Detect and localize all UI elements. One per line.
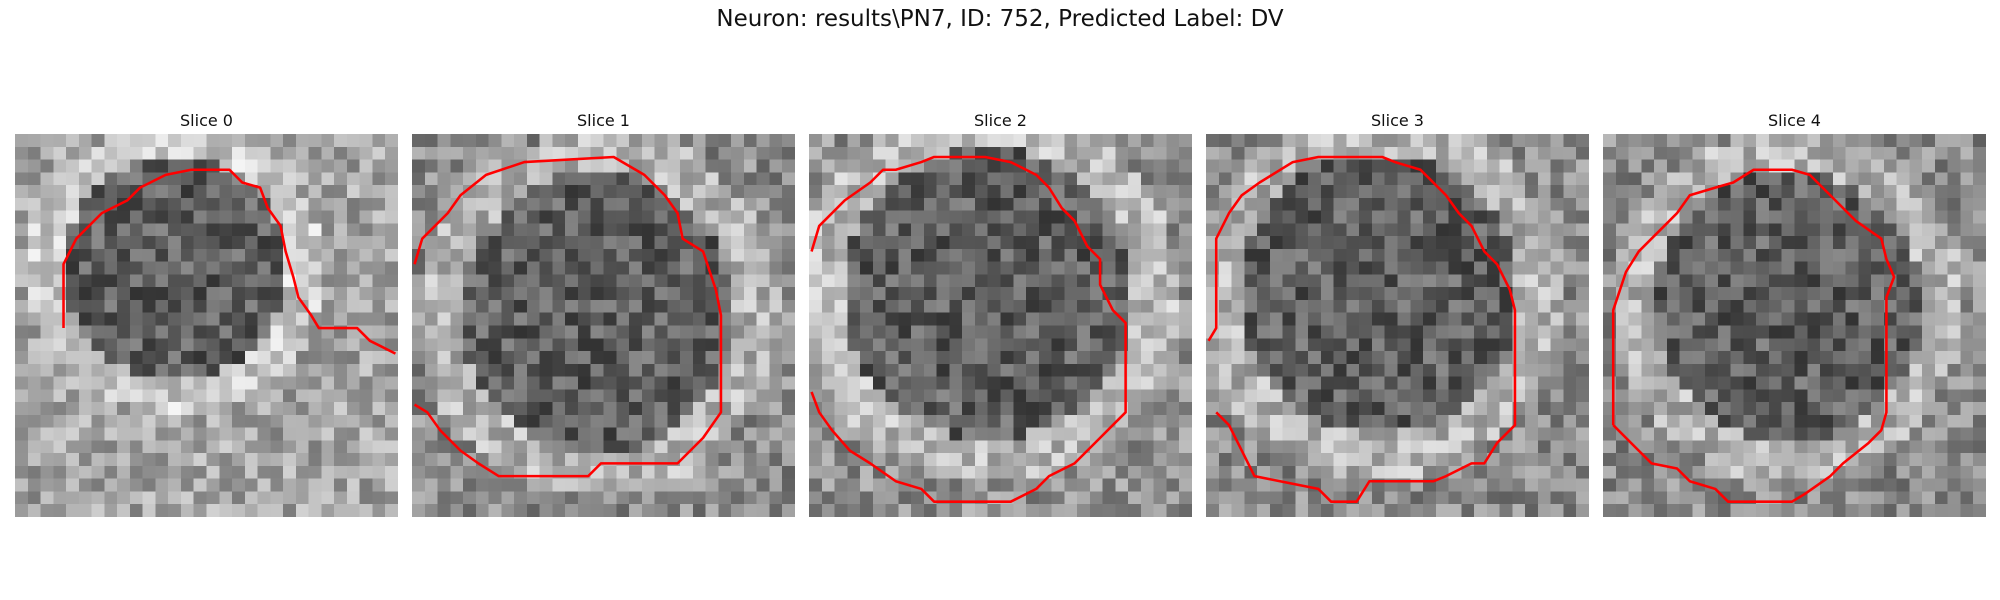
slice-image — [809, 134, 1192, 517]
slice-title: Slice 1 — [577, 111, 630, 130]
pixel-grid — [15, 134, 398, 517]
slice-panel-0: Slice 0 — [15, 108, 398, 517]
pixel-grid — [1603, 134, 1986, 517]
slice-title: Slice 3 — [1371, 111, 1424, 130]
segmentation-contour — [1611, 168, 1896, 503]
segmentation-contour — [413, 155, 723, 478]
slice-panel-3: Slice 3 — [1206, 108, 1589, 517]
segmentation-contour — [62, 168, 397, 355]
slice-panel-4: Slice 4 — [1603, 108, 1986, 517]
pixel-grid — [412, 134, 795, 517]
slice-title: Slice 2 — [974, 111, 1027, 130]
slice-image — [412, 134, 795, 517]
slice-panel-2: Slice 2 — [809, 108, 1192, 517]
pixel-grid — [809, 134, 1192, 517]
slice-title: Slice 4 — [1768, 111, 1821, 130]
slice-image — [1206, 134, 1589, 517]
segmentation-contour — [810, 155, 1127, 503]
segmentation-contour — [1207, 155, 1517, 503]
slice-image — [1603, 134, 1986, 517]
pixel-grid — [1206, 134, 1589, 517]
slice-title: Slice 0 — [180, 111, 233, 130]
slice-image — [15, 134, 398, 517]
slice-panel-1: Slice 1 — [412, 108, 795, 517]
figure-title: Neuron: results\PN7, ID: 752, Predicted … — [716, 6, 1284, 32]
